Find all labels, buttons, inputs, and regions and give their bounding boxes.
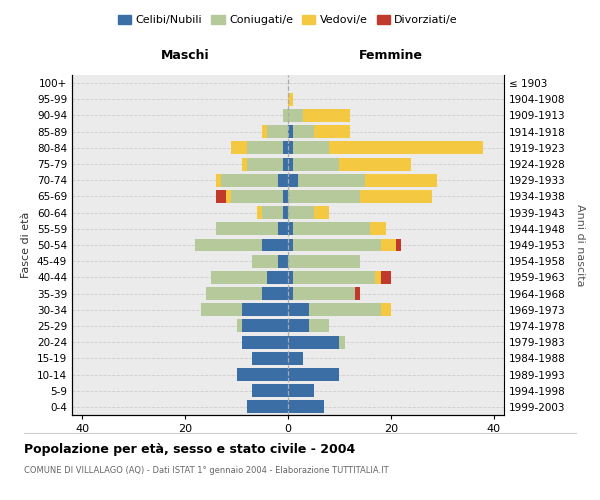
Bar: [288, 93, 293, 106]
Bar: [252, 352, 288, 365]
Bar: [262, 238, 288, 252]
Bar: [196, 238, 262, 252]
Bar: [278, 174, 288, 186]
Bar: [252, 254, 278, 268]
Bar: [278, 254, 288, 268]
Bar: [216, 222, 278, 235]
Bar: [288, 320, 308, 332]
Bar: [288, 271, 293, 284]
Bar: [242, 336, 288, 348]
Bar: [242, 158, 247, 170]
Bar: [226, 190, 232, 203]
Bar: [283, 190, 288, 203]
Bar: [340, 158, 412, 170]
Bar: [283, 206, 288, 219]
Bar: [257, 206, 262, 219]
Bar: [360, 190, 432, 203]
Bar: [211, 271, 268, 284]
Bar: [288, 158, 293, 170]
Bar: [380, 271, 391, 284]
Bar: [298, 174, 365, 186]
Bar: [288, 336, 340, 348]
Bar: [232, 190, 283, 203]
Bar: [288, 384, 314, 397]
Bar: [293, 142, 329, 154]
Bar: [262, 125, 268, 138]
Bar: [242, 304, 288, 316]
Bar: [216, 174, 221, 186]
Bar: [206, 287, 262, 300]
Bar: [376, 271, 380, 284]
Bar: [252, 384, 288, 397]
Bar: [268, 125, 288, 138]
Bar: [288, 174, 298, 186]
Bar: [288, 304, 308, 316]
Bar: [288, 142, 293, 154]
Bar: [247, 142, 283, 154]
Bar: [293, 125, 314, 138]
Bar: [314, 125, 350, 138]
Bar: [380, 238, 396, 252]
Bar: [283, 158, 288, 170]
Bar: [200, 304, 242, 316]
Bar: [293, 238, 380, 252]
Bar: [288, 125, 293, 138]
Bar: [268, 271, 288, 284]
Text: COMUNE DI VILLALAGO (AQ) - Dati ISTAT 1° gennaio 2004 - Elaborazione TUTTITALIA.: COMUNE DI VILLALAGO (AQ) - Dati ISTAT 1°…: [24, 466, 389, 475]
Bar: [236, 320, 242, 332]
Bar: [293, 222, 370, 235]
Bar: [365, 174, 437, 186]
Bar: [236, 368, 288, 381]
Text: Maschi: Maschi: [161, 49, 209, 62]
Bar: [293, 271, 376, 284]
Bar: [314, 206, 329, 219]
Bar: [242, 320, 288, 332]
Y-axis label: Fasce di età: Fasce di età: [22, 212, 31, 278]
Bar: [288, 254, 360, 268]
Bar: [232, 142, 247, 154]
Bar: [288, 368, 340, 381]
Bar: [308, 320, 329, 332]
Bar: [288, 352, 304, 365]
Bar: [304, 109, 350, 122]
Bar: [308, 304, 380, 316]
Bar: [283, 109, 288, 122]
Bar: [283, 142, 288, 154]
Text: Popolazione per età, sesso e stato civile - 2004: Popolazione per età, sesso e stato civil…: [24, 442, 355, 456]
Bar: [288, 400, 324, 413]
Bar: [293, 287, 355, 300]
Bar: [288, 287, 293, 300]
Bar: [288, 109, 304, 122]
Bar: [216, 190, 226, 203]
Bar: [355, 287, 360, 300]
Bar: [221, 174, 278, 186]
Bar: [288, 222, 293, 235]
Bar: [329, 142, 484, 154]
Bar: [370, 222, 386, 235]
Bar: [288, 238, 293, 252]
Bar: [288, 206, 314, 219]
Bar: [288, 190, 360, 203]
Bar: [380, 304, 391, 316]
Bar: [262, 206, 283, 219]
Bar: [340, 336, 344, 348]
Bar: [247, 400, 288, 413]
Bar: [262, 287, 288, 300]
Bar: [293, 158, 340, 170]
Bar: [278, 222, 288, 235]
Y-axis label: Anni di nascita: Anni di nascita: [575, 204, 585, 286]
Bar: [396, 238, 401, 252]
Legend: Celibi/Nubili, Coniugati/e, Vedovi/e, Divorziati/e: Celibi/Nubili, Coniugati/e, Vedovi/e, Di…: [113, 10, 463, 30]
Bar: [247, 158, 283, 170]
Text: Femmine: Femmine: [359, 49, 423, 62]
